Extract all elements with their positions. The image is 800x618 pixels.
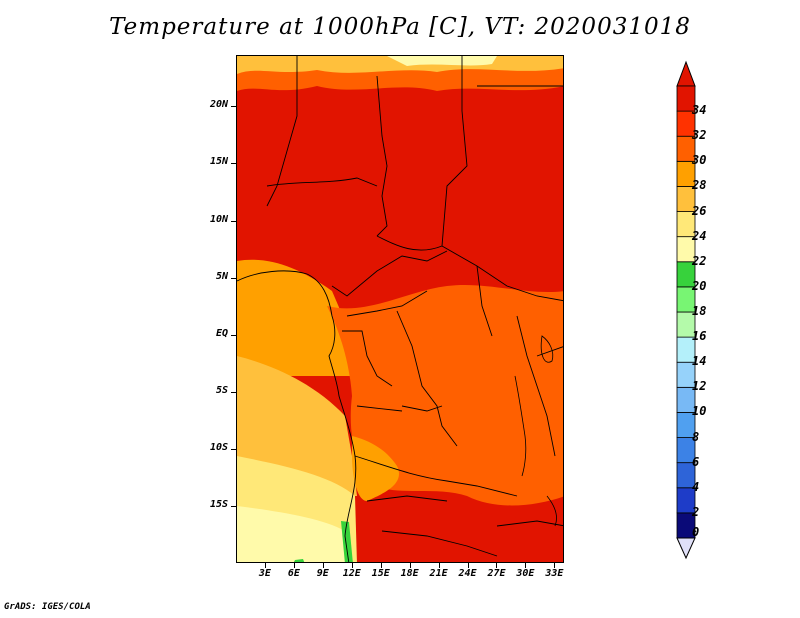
lon-tick [322,563,324,568]
temp-band-28-30-angola [352,436,400,501]
lat-label: 10S [209,441,228,453]
colorbar-label: 12 [692,379,707,394]
temp-band-20-22-coast-small [294,559,305,562]
lon-tick [438,563,440,568]
map-title: Temperature at 1000hPa [C], VT: 20200310… [109,14,691,40]
lon-label: 6E [287,568,300,579]
colorbar-label: 34 [692,103,707,118]
temp-band-26-28-ocean [237,356,357,496]
lon-label: 24E [458,568,477,579]
lon-tick [293,563,295,568]
colorbar-label: 10 [692,404,707,419]
temperature-field [237,56,563,562]
lat-tick [231,220,236,222]
lon-tick [554,563,556,568]
temp-band-32-34-south [357,510,563,562]
colorbar-label: 2 [692,504,700,519]
lat-tick [231,505,236,507]
lat-tick [231,277,236,279]
lakes [514,335,557,527]
colorbar-label: 14 [692,354,707,369]
lat-tick [231,106,236,108]
colorbar-label: 22 [692,253,707,268]
lat-label: 20N [209,99,228,111]
temp-band-22-24-ocean [237,506,349,562]
lon-label: 21E [429,568,448,579]
lon-label: 18E [400,568,419,579]
colorbar-segment [676,85,696,112]
colorbar-label: 32 [692,128,707,143]
lon-label: 33E [545,568,564,579]
lat-label: EQ [215,327,228,339]
colorbar-label: 6 [692,454,700,469]
lon-label: 9E [316,568,329,579]
lon-tick [467,563,469,568]
colorbar-label: 8 [692,429,700,444]
country-borders [237,56,563,562]
colorbar-label: 26 [692,203,707,218]
lon-tick [264,563,266,568]
colorbar-label: 24 [692,228,707,243]
temp-band-20-22-coast [341,521,353,562]
lat-label: 10N [209,213,228,225]
lat-label: 5N [215,270,228,282]
colorbar-label: 0 [692,524,700,539]
colorbar-min-arrow [676,537,696,560]
lon-tick [409,563,411,568]
lat-tick [231,391,236,393]
colorbar-label: 30 [692,153,707,168]
lon-tick [351,563,353,568]
lon-tick [380,563,382,568]
lon-label: 27E [487,568,506,579]
colorbar [676,60,696,560]
temperature-map [236,55,564,563]
footer-credit: GrADS: IGES/COLA [4,602,91,612]
lat-label: 15S [209,498,228,510]
lat-tick [231,334,236,336]
lon-label: 15E [371,568,390,579]
temp-band-22-24-north [387,56,497,66]
lon-label: 3E [258,568,271,579]
temp-band-30-32-central [327,284,563,506]
lon-tick [496,563,498,568]
colorbar-label: 4 [692,479,700,494]
lon-label: 30E [516,568,535,579]
lon-tick [525,563,527,568]
colorbar-max-arrow [676,60,696,87]
colorbar-label: 28 [692,178,707,193]
lat-label: 15N [209,156,228,168]
colorbar-label: 18 [692,304,707,318]
colorbar-label: 16 [692,329,707,344]
lat-tick [231,448,236,450]
lat-label: 5S [215,384,228,396]
lat-tick [231,163,236,165]
lon-label: 12E [342,568,361,579]
colorbar-label: 20 [692,278,707,293]
